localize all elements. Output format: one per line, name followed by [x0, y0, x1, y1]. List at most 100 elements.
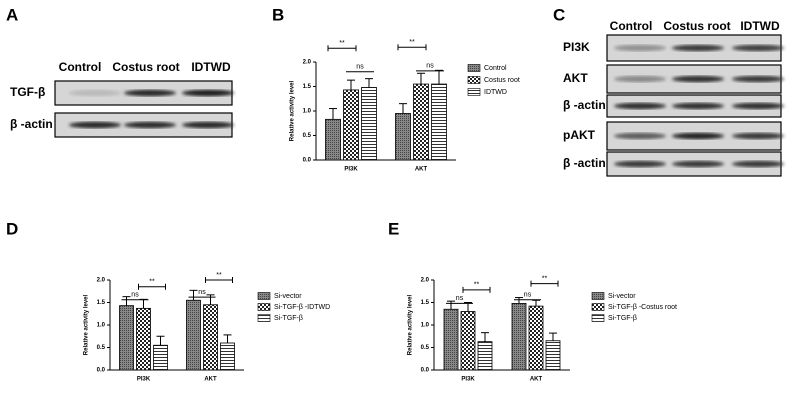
bar	[443, 308, 459, 371]
x-tick-label: AKT	[415, 167, 428, 173]
bar	[361, 87, 377, 161]
blot-band	[614, 132, 666, 140]
bar	[528, 305, 544, 371]
y-axis-label: Relative activity level	[408, 294, 414, 355]
legend-swatch	[591, 314, 605, 322]
panel-label: B	[272, 5, 284, 24]
blot-column-label: IDTWD	[740, 19, 780, 33]
bar	[477, 341, 493, 371]
y-tick-label: 0.0	[421, 368, 430, 374]
bar	[136, 307, 151, 371]
legend-swatch	[591, 292, 605, 300]
blot-band	[124, 89, 176, 97]
bar	[203, 304, 218, 371]
significance-label: **	[339, 40, 345, 47]
blot-band	[182, 121, 234, 129]
y-tick-label: 2.0	[97, 278, 106, 284]
y-tick-label: 1.5	[303, 84, 312, 90]
y-tick-label: 0.5	[97, 345, 106, 351]
blot-row-label: AKT	[563, 71, 588, 85]
blot-band	[124, 121, 176, 129]
legend-swatch	[257, 314, 271, 322]
y-tick-label: 0.5	[421, 345, 430, 351]
legend-label: Control	[484, 65, 507, 72]
y-tick-label: 0.0	[303, 158, 312, 164]
bar	[153, 344, 168, 371]
blot-row-label: β -actin	[563, 156, 606, 170]
legend-swatch	[467, 88, 481, 96]
x-tick-label: AKT	[530, 377, 543, 383]
blot-band	[672, 75, 724, 83]
blot-column-label: Costus root	[663, 19, 730, 33]
blot-band	[69, 121, 121, 129]
blot-band	[732, 44, 784, 52]
legend-swatch	[467, 64, 481, 72]
panel-label: D	[6, 219, 18, 238]
significance-label: ns	[456, 295, 464, 302]
x-tick-label: AKT	[204, 377, 217, 383]
blot-row-label: β -actin	[10, 117, 53, 131]
y-axis-label: Relative activity level	[84, 294, 90, 355]
legend-swatch	[257, 292, 271, 300]
legend-label: Si-TGF-β -IDTWD	[274, 304, 330, 311]
significance-label: **	[542, 275, 548, 282]
panel-label: A	[6, 5, 18, 24]
bar	[186, 299, 201, 371]
blot-column-label: IDTWD	[191, 60, 231, 74]
x-tick-label: PI3K	[461, 377, 475, 383]
legend-label: Costus root	[484, 77, 520, 84]
y-tick-label: 0.0	[97, 368, 106, 374]
legend-swatch	[257, 303, 271, 311]
legend-label: Si-TGF-β -Costus root	[608, 304, 677, 311]
blot-column-label: Costus root	[112, 60, 179, 74]
blot-band	[672, 160, 724, 168]
x-tick-label: PI3K	[344, 167, 358, 173]
legend-swatch	[591, 303, 605, 311]
blot-band	[614, 75, 666, 83]
blot-band	[672, 102, 724, 110]
significance-label: ns	[131, 292, 139, 299]
y-tick-label: 1.0	[97, 323, 106, 329]
legend-label: Si-vector	[274, 293, 302, 300]
blot-band	[614, 160, 666, 168]
bar	[343, 89, 359, 161]
legend-label: Si-TGF-β	[608, 315, 637, 322]
bar	[511, 302, 527, 371]
blot-band	[732, 75, 784, 83]
significance-label: ns	[426, 63, 434, 70]
blot-band	[732, 132, 784, 140]
y-tick-label: 1.5	[421, 300, 430, 306]
bar	[431, 83, 447, 161]
x-tick-label: PI3K	[137, 377, 151, 383]
significance-label: **	[474, 282, 480, 289]
significance-label: ns	[356, 64, 364, 71]
blot-column-label: Control	[59, 60, 102, 74]
panel-label: C	[553, 5, 565, 24]
blot-row-label: pAKT	[563, 128, 596, 142]
y-tick-label: 2.0	[421, 278, 430, 284]
bar	[119, 305, 134, 371]
bar	[413, 83, 429, 161]
blot-band	[732, 160, 784, 168]
significance-label: **	[409, 39, 415, 46]
y-tick-label: 1.5	[97, 300, 106, 306]
blot-band	[182, 89, 234, 97]
blot-row-label: β -actin	[563, 98, 606, 112]
significance-label: **	[216, 272, 222, 279]
bar	[545, 340, 561, 371]
blot-band	[614, 44, 666, 52]
y-tick-label: 2.0	[303, 60, 312, 66]
blot-column-label: Control	[610, 19, 653, 33]
blot-row-label: TGF-β	[10, 85, 45, 99]
blot-band	[69, 89, 121, 97]
y-tick-label: 1.0	[421, 323, 430, 329]
blot-band	[672, 132, 724, 140]
legend-label: Si-TGF-β	[274, 315, 303, 322]
y-tick-label: 0.5	[303, 133, 312, 139]
y-axis-label: Relative activity level	[290, 80, 296, 141]
y-tick-label: 1.0	[303, 109, 312, 115]
significance-label: ns	[198, 289, 206, 296]
blot-band	[672, 44, 724, 52]
panel-label: E	[388, 219, 399, 238]
